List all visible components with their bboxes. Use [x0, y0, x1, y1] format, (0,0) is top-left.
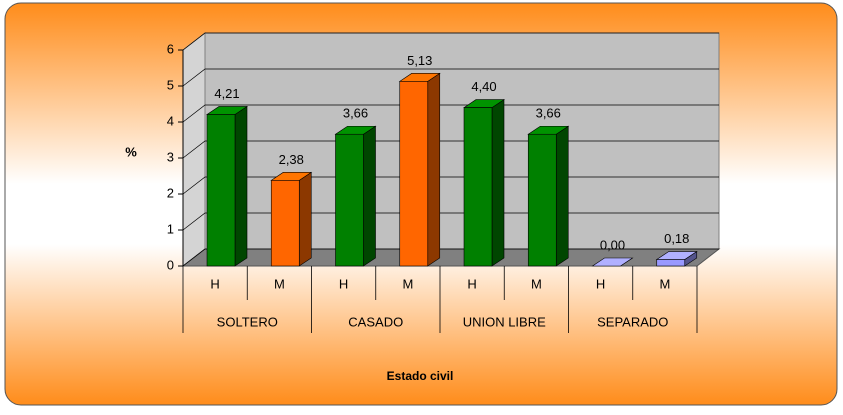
group-label: SEPARADO: [597, 314, 668, 329]
y-tick-label: 5: [167, 77, 174, 92]
value-label: 0,18: [664, 231, 689, 246]
bar: [206, 114, 236, 267]
value-label: 2,38: [279, 152, 304, 167]
bar: [527, 133, 557, 267]
x-tick-label: H: [210, 276, 219, 291]
x-tick-label: M: [531, 276, 542, 291]
grid-line: [182, 68, 719, 87]
x-tick-label: H: [467, 276, 476, 291]
group-label: CASADO: [348, 314, 403, 329]
y-tick-label: 0: [167, 257, 174, 272]
group-label: UNION LIBRE: [463, 314, 546, 329]
value-label: 4,21: [214, 86, 239, 101]
bar: [399, 81, 429, 267]
bar-side: [555, 125, 569, 267]
bar-side: [363, 125, 376, 267]
bar-top: [591, 257, 634, 267]
value-label: 3,66: [536, 106, 561, 121]
x-tick-label: H: [339, 276, 348, 291]
x-tick-label: H: [596, 276, 605, 291]
x-tick-label: M: [659, 276, 670, 291]
x-tick-label: M: [402, 276, 413, 291]
value-label: 5,13: [407, 53, 432, 68]
bar: [656, 259, 686, 267]
value-label: 4,40: [471, 79, 496, 94]
floor: [181, 248, 721, 267]
bar: [335, 133, 364, 267]
y-tick-label: 6: [167, 41, 174, 56]
value-label: 0,00: [600, 237, 625, 252]
bar-side: [298, 171, 312, 267]
bar-side: [491, 99, 505, 267]
bar-side: [427, 72, 441, 267]
grid-line: [182, 32, 719, 51]
plot-area: 0 1 2 3 4 5 6 4,21 H 2,38 M 3,66 H 5,13 M 4,40 H 3,66 M 0,0…: [167, 31, 721, 333]
grid-line: [182, 104, 719, 123]
y-axis-label: %: [125, 144, 137, 159]
bar-side: [234, 105, 248, 267]
group-label: SOLTERO: [217, 314, 278, 329]
bar: [463, 107, 493, 267]
y-tick-label: 2: [167, 185, 174, 200]
x-tick-label: M: [274, 276, 285, 291]
y-tick-label: 3: [167, 149, 174, 164]
bar: [270, 180, 300, 267]
y-tick-label: 1: [167, 221, 174, 236]
y-tick-label: 4: [167, 113, 174, 128]
value-label: 3,66: [343, 106, 368, 121]
x-axis-label: Estado civil: [387, 369, 454, 383]
